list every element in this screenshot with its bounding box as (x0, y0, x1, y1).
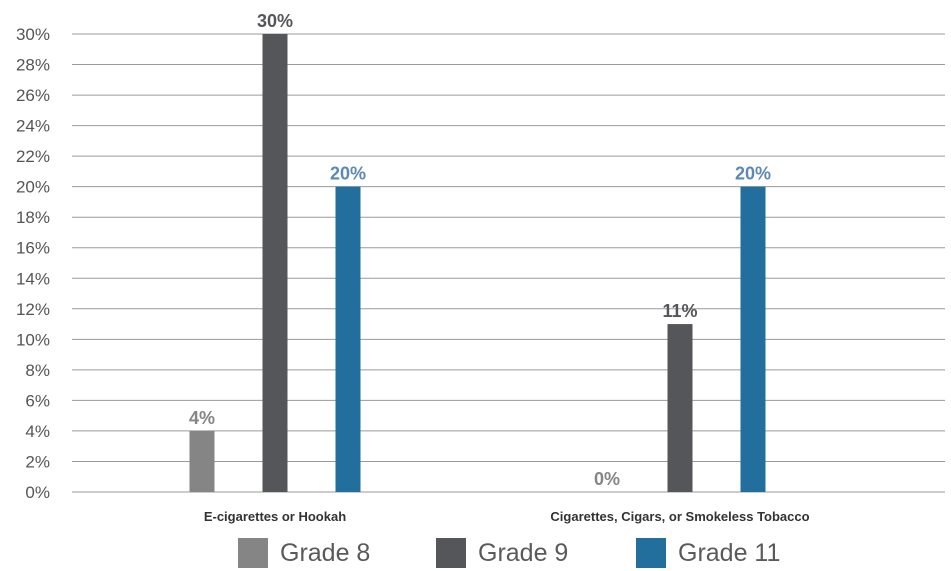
legend-item-grade-11: Grade 11 (636, 536, 780, 570)
y-tick-label: 12% (16, 300, 50, 319)
y-tick-label: 26% (16, 86, 50, 105)
gridlines (72, 33, 945, 493)
chart-plot: 0% 2% 4% 6% 8% 10% 12% 14% 16% 18% 20% 22% 24% 26% 28%… (16, 11, 945, 524)
y-tick-label: 20% (16, 178, 50, 197)
y-tick-label: 0% (25, 483, 50, 502)
data-label: 0% (594, 469, 620, 489)
data-label: 4% (189, 408, 215, 428)
y-tick-label: 2% (25, 452, 50, 471)
y-tick-label: 4% (25, 422, 50, 441)
y-tick-label: 28% (16, 56, 50, 75)
legend: Grade 8 Grade 9 Grade 11 (0, 536, 951, 570)
data-labels: 4% 30% 20% 0% 11% 20% (189, 11, 771, 489)
x-axis-categories: E-cigarettes or Hookah Cigarettes, Cigars… (204, 509, 810, 524)
bar (740, 186, 766, 492)
bars (189, 34, 766, 492)
y-tick-label: 6% (25, 391, 50, 410)
legend-item-grade-8: Grade 8 (238, 536, 370, 570)
legend-swatch-grade-11 (636, 538, 666, 568)
category-label: E-cigarettes or Hookah (204, 509, 346, 524)
y-tick-label: 24% (16, 117, 50, 136)
legend-swatch-grade-9 (436, 538, 466, 568)
y-tick-label: 14% (16, 269, 50, 288)
bar (189, 430, 215, 492)
y-tick-label: 30% (16, 25, 50, 44)
y-tick-label: 8% (25, 361, 50, 380)
y-tick-label: 10% (16, 330, 50, 349)
y-tick-label: 18% (16, 208, 50, 227)
bar (335, 186, 361, 492)
bar (262, 34, 288, 492)
legend-label-grade-8: Grade 8 (280, 538, 371, 567)
y-axis-ticks: 0% 2% 4% 6% 8% 10% 12% 14% 16% 18% 20% 22% 24% 26% 28%… (16, 25, 50, 502)
data-label: 20% (330, 164, 366, 184)
data-label: 30% (257, 11, 293, 31)
legend-label-grade-9: Grade 9 (478, 538, 569, 567)
bar (667, 324, 693, 492)
category-label: Cigarettes, Cigars, or Smokeless Tobacco (550, 509, 809, 524)
legend-swatch-grade-8 (238, 538, 268, 568)
legend-label-grade-11: Grade 11 (678, 538, 781, 567)
data-label: 20% (735, 164, 771, 184)
data-label: 11% (662, 301, 697, 321)
legend-item-grade-9: Grade 9 (436, 536, 568, 570)
y-tick-label: 22% (16, 147, 50, 166)
y-tick-label: 16% (16, 239, 50, 258)
